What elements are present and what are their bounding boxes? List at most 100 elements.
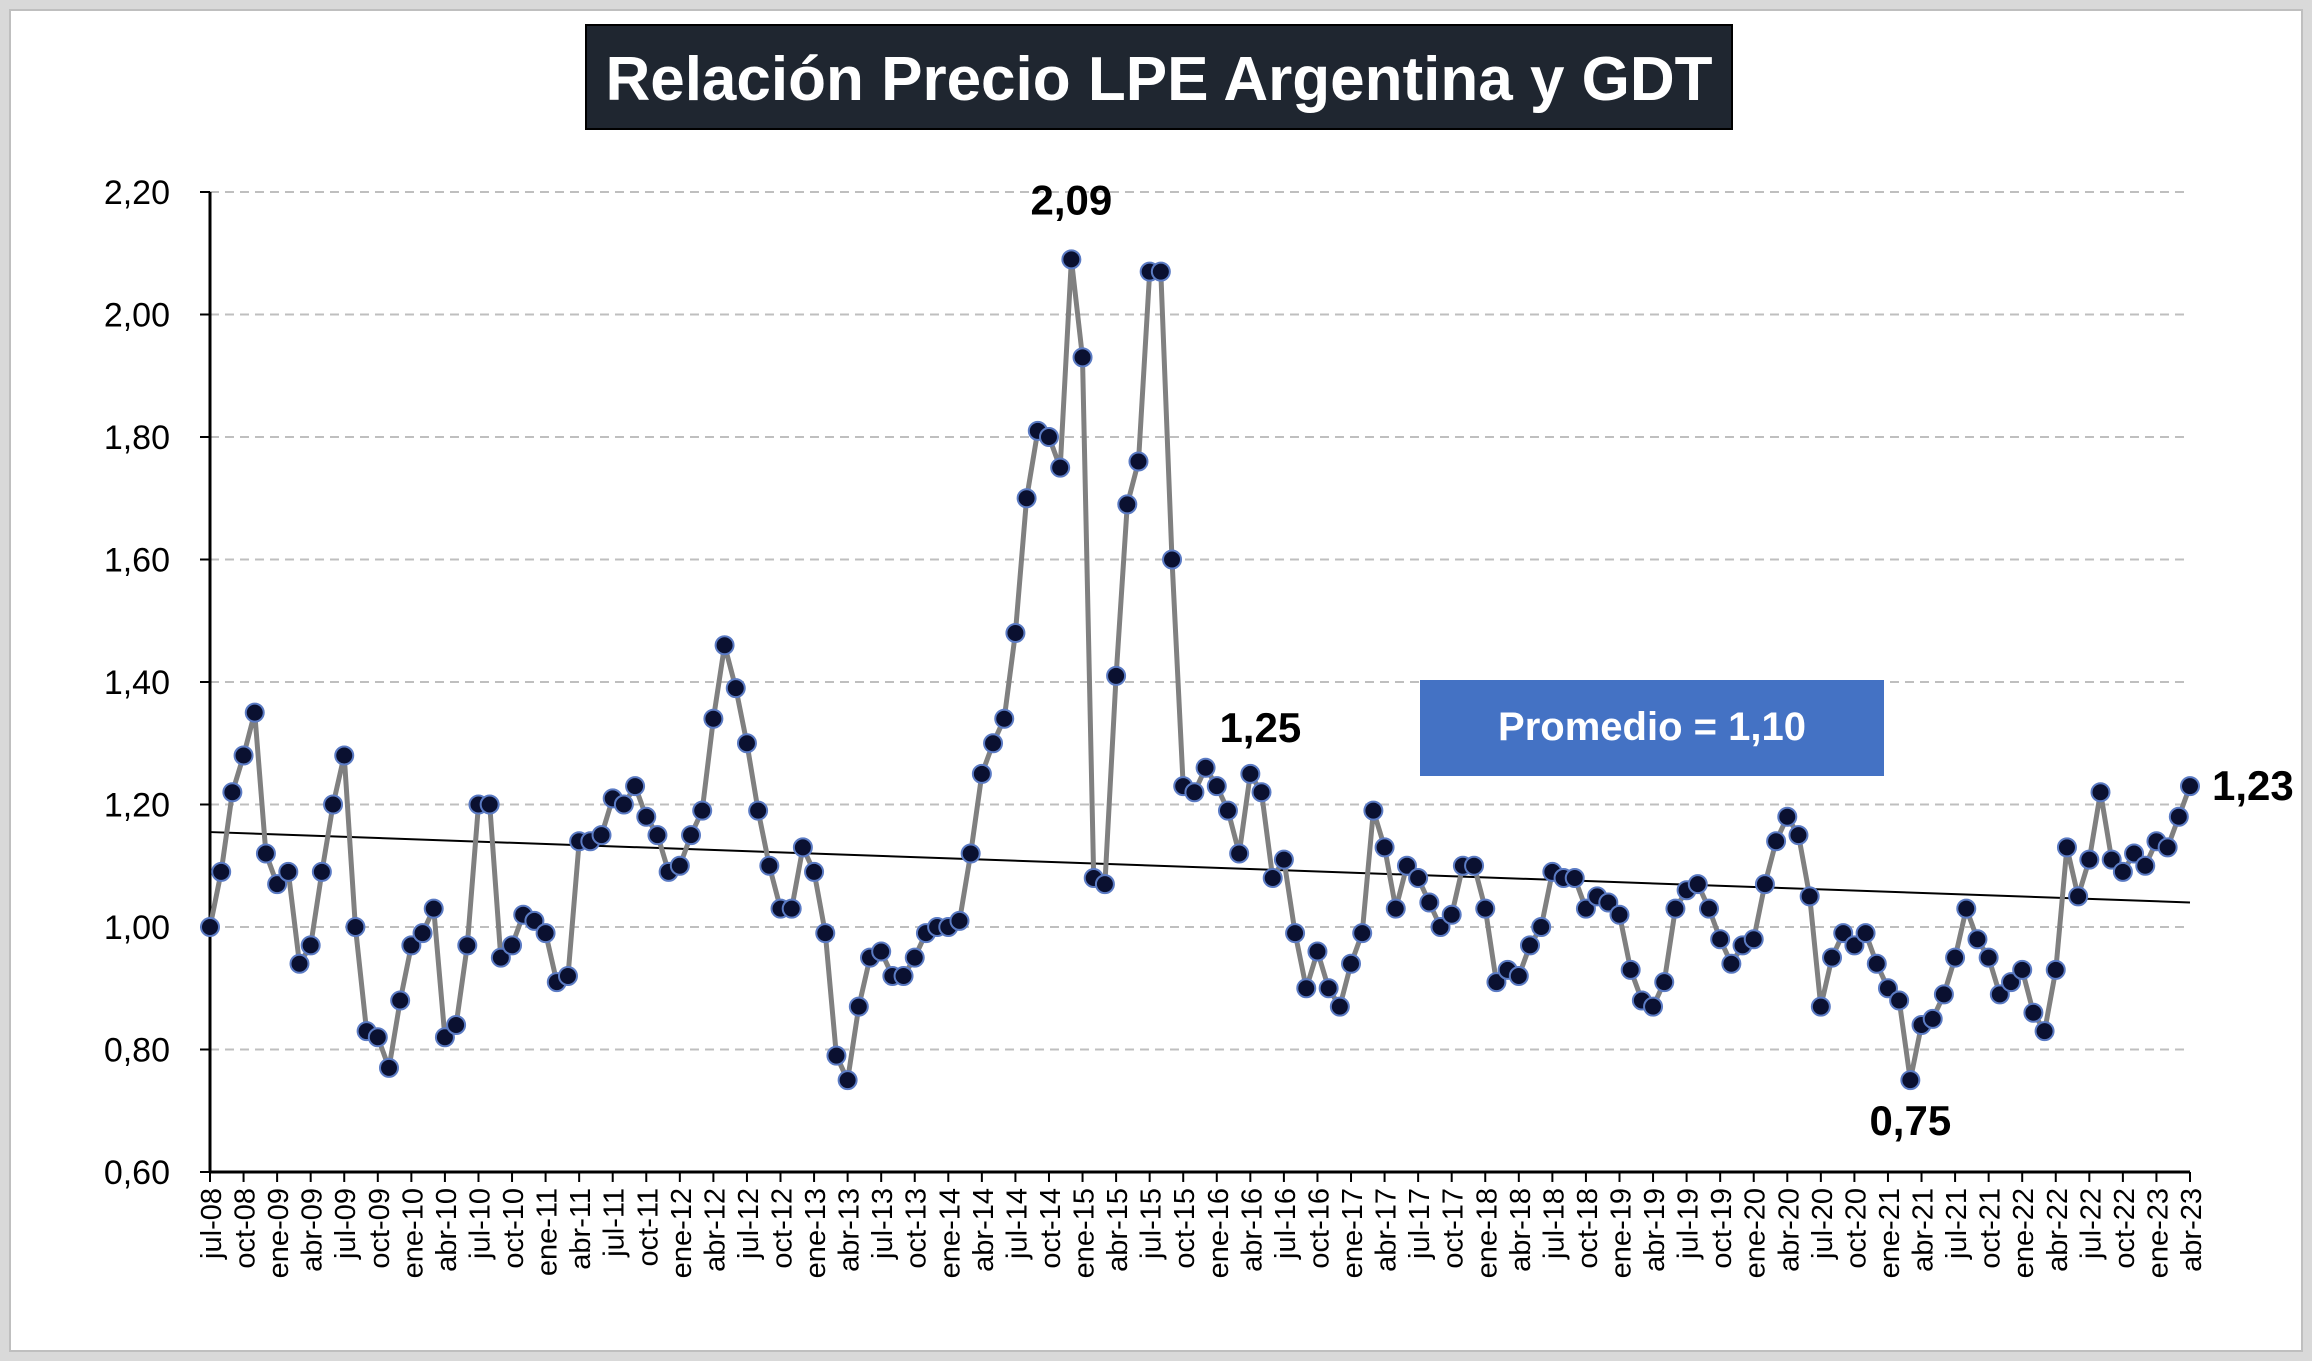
data-point bbox=[725, 678, 746, 699]
x-tick-label: abr-19 bbox=[1639, 1188, 1671, 1272]
x-tick-label: abr-20 bbox=[1773, 1188, 1805, 1272]
data-point bbox=[692, 800, 713, 821]
x-tick-label: abr-13 bbox=[834, 1188, 866, 1272]
data-point bbox=[1094, 874, 1115, 895]
data-point bbox=[1486, 972, 1507, 993]
data-point bbox=[1229, 843, 1250, 864]
data-point bbox=[1251, 782, 1272, 803]
y-tick-label: 1,20 bbox=[104, 787, 170, 825]
data-point bbox=[1072, 347, 1093, 368]
x-tick-label: ene-23 bbox=[2142, 1188, 2174, 1278]
data-point bbox=[2045, 959, 2066, 980]
data-point bbox=[1016, 488, 1037, 509]
data-point bbox=[748, 800, 769, 821]
data-point bbox=[636, 806, 657, 827]
average-box: Promedio = 1,10 bbox=[1420, 680, 1884, 776]
x-tick-label: jul-10 bbox=[464, 1188, 496, 1260]
data-point bbox=[2090, 782, 2111, 803]
data-point bbox=[1341, 953, 1362, 974]
data-point bbox=[2168, 806, 2189, 827]
data-point bbox=[2135, 855, 2156, 876]
data-point bbox=[535, 923, 556, 944]
data-point bbox=[1285, 923, 1306, 944]
x-tick-label: oct-20 bbox=[1840, 1188, 1872, 1269]
data-point bbox=[1441, 904, 1462, 925]
data-point bbox=[1698, 898, 1719, 919]
x-tick-label: ene-16 bbox=[1203, 1188, 1235, 1278]
data-point bbox=[2001, 972, 2022, 993]
data-point bbox=[479, 794, 500, 815]
data-point bbox=[255, 843, 276, 864]
data-point bbox=[1643, 996, 1664, 1017]
data-point bbox=[1520, 935, 1540, 956]
x-tick-label: oct-15 bbox=[1169, 1188, 1201, 1269]
x-tick-label: jul-21 bbox=[1941, 1188, 1973, 1260]
data-point bbox=[1810, 996, 1831, 1017]
data-point bbox=[815, 923, 836, 944]
data-point bbox=[401, 935, 422, 956]
x-tick-label: jul-16 bbox=[1270, 1188, 1302, 1260]
data-point bbox=[222, 782, 243, 803]
data-point bbox=[1038, 427, 1059, 447]
average-box-background bbox=[1420, 680, 1884, 776]
y-tick-label: 1,00 bbox=[104, 909, 170, 947]
data-point bbox=[446, 1015, 467, 1035]
data-point bbox=[1754, 874, 1775, 895]
data-point bbox=[1866, 953, 1887, 974]
x-tick-label: abr-09 bbox=[297, 1188, 329, 1272]
data-point bbox=[1195, 757, 1216, 778]
data-point bbox=[1385, 898, 1406, 919]
x-tick-label: oct-18 bbox=[1572, 1188, 1604, 1269]
data-point bbox=[1408, 868, 1429, 888]
x-tick-label: ene-19 bbox=[1605, 1188, 1637, 1278]
data-point bbox=[669, 855, 690, 876]
x-tick-label: ene-10 bbox=[397, 1188, 429, 1278]
data-point bbox=[1855, 923, 1876, 944]
data-point bbox=[826, 1045, 847, 1066]
x-tick-label: oct-08 bbox=[230, 1188, 262, 1269]
data-point bbox=[1933, 984, 1954, 1005]
data-point bbox=[1654, 972, 1675, 993]
data-point bbox=[211, 861, 232, 882]
data-point bbox=[2112, 861, 2133, 882]
data-point bbox=[848, 996, 869, 1017]
x-tick-label: oct-22 bbox=[2109, 1188, 2141, 1269]
data-annotation: 1,23 bbox=[2212, 762, 2294, 809]
y-tick-label: 2,20 bbox=[104, 174, 170, 212]
data-point bbox=[2056, 837, 2077, 858]
data-point bbox=[1788, 825, 1809, 846]
x-tick-label: ene-14 bbox=[934, 1188, 966, 1278]
data-point bbox=[1956, 898, 1977, 919]
data-point bbox=[971, 763, 992, 784]
data-point bbox=[949, 910, 970, 931]
x-tick-label: ene-15 bbox=[1069, 1188, 1101, 1278]
x-tick-label: abr-12 bbox=[699, 1188, 731, 1272]
data-point bbox=[1106, 665, 1127, 686]
data-point bbox=[703, 708, 724, 729]
data-point bbox=[1508, 966, 1529, 986]
data-point bbox=[2023, 1002, 2044, 1023]
data-point bbox=[233, 745, 254, 766]
data-point bbox=[983, 733, 1004, 754]
x-tick-label: oct-13 bbox=[901, 1188, 933, 1269]
data-point bbox=[2079, 849, 2100, 870]
x-tick-label: jul-19 bbox=[1673, 1188, 1705, 1260]
data-point bbox=[1206, 776, 1227, 797]
x-tick-label: abr-14 bbox=[968, 1188, 1000, 1272]
x-tick-label: jul-20 bbox=[1807, 1188, 1839, 1260]
data-point bbox=[1273, 849, 1294, 870]
title-box: Relación Precio LPE Argentina y GDT bbox=[585, 24, 1733, 130]
data-point bbox=[1150, 261, 1171, 282]
data-point bbox=[1665, 898, 1686, 919]
x-tick-label: oct-17 bbox=[1438, 1188, 1470, 1269]
data-point bbox=[557, 966, 578, 986]
x-tick-label: abr-18 bbox=[1505, 1188, 1537, 1272]
data-point bbox=[613, 794, 634, 815]
data-point bbox=[792, 837, 813, 858]
data-point bbox=[1978, 947, 1999, 968]
data-point bbox=[837, 1070, 858, 1091]
data-point bbox=[334, 745, 355, 766]
data-point bbox=[1374, 837, 1395, 858]
data-point bbox=[524, 910, 545, 931]
